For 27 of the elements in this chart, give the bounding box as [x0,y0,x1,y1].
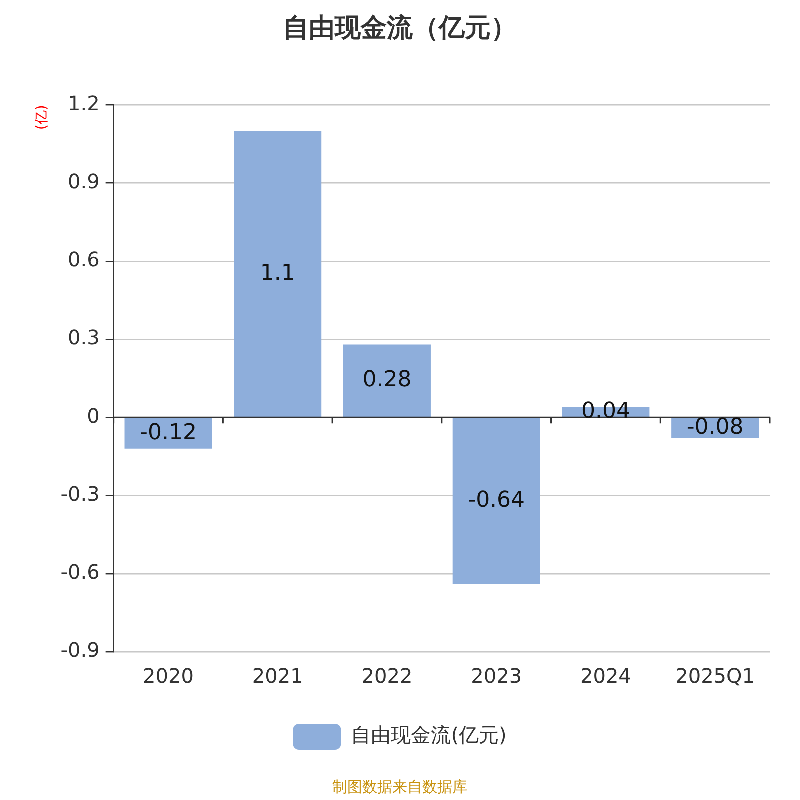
x-tick-label: 2024 [580,664,632,688]
text: 制图数据来自数据库 [332,778,468,796]
y-tick-label: 1.2 [68,91,100,116]
x-tick-label: 2022 [362,664,413,688]
data-label: 0.28 [362,368,412,393]
y-tick-label: -0.9 [60,638,100,662]
data-label: -0.64 [468,488,526,513]
bar [343,344,431,418]
chart-title: 自由现金流（亿元） [283,13,517,44]
legend-label: 自由现金流(亿元) [351,723,507,748]
y-tick-label: 0.3 [68,326,100,350]
x-tick-label: 2021 [252,664,304,688]
y-tick-label: 0.6 [68,248,100,272]
y-tick-label: 0 [87,404,100,428]
y-tick-label: 0.9 [68,170,100,194]
data-label: 1.1 [260,260,296,286]
bar [452,418,540,584]
bar [234,131,322,418]
x-tick-label: 2025Q1 [676,664,756,688]
x-tick-label: 2023 [471,664,522,688]
y-tick-label: -0.6 [60,560,100,584]
data-label: -0.08 [686,415,744,440]
x-tick-label: 2020 [143,664,194,688]
bar [124,418,212,449]
data-label: -0.12 [140,420,197,446]
y-tick-label: -0.3 [60,482,100,506]
y-axis-title: (亿) [34,105,50,130]
